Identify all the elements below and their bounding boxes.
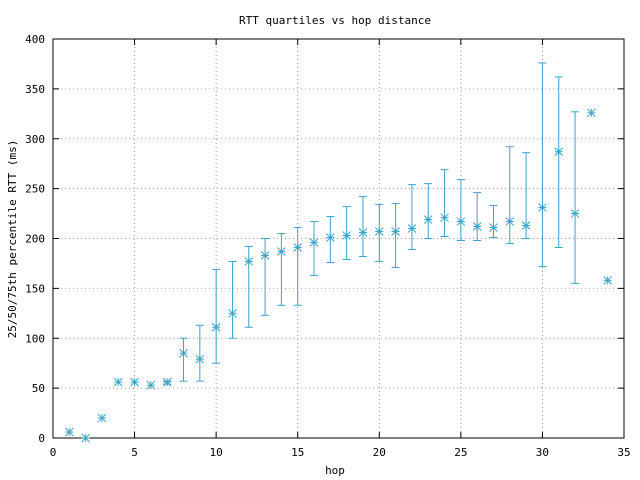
marker-stroke [472, 222, 482, 231]
data-point [179, 337, 188, 382]
marker-stroke [391, 227, 400, 236]
y-tick-labels: 0 50 100 150 200 250 300 350 400 [25, 33, 45, 445]
marker-stroke [228, 308, 237, 318]
data-point [64, 427, 74, 437]
marker-stroke [277, 247, 286, 256]
x-tick-label: 5 [131, 446, 138, 459]
data-point [358, 196, 368, 257]
y-tick-label: 200 [25, 233, 45, 246]
plot-border [52, 38, 625, 439]
data-point [97, 413, 107, 423]
marker-stroke [538, 203, 547, 212]
x-tick-label: 30 [536, 446, 549, 459]
marker-stroke [97, 413, 107, 423]
marker-stroke [423, 215, 433, 224]
data-point [472, 192, 482, 241]
marker-stroke [293, 243, 303, 252]
marker-stroke [603, 276, 613, 285]
marker-stroke [521, 221, 531, 230]
data-point [309, 221, 319, 276]
data-point [440, 169, 449, 238]
y-tick-label: 100 [25, 332, 45, 345]
y-tick-label: 350 [25, 83, 45, 96]
marker-stroke [342, 231, 352, 240]
grid-lines [53, 39, 624, 438]
y-axis-title: 25/50/75th percentile RTT (ms) [6, 140, 19, 339]
x-tick-labels: 0 5 10 15 20 25 30 35 [50, 446, 631, 459]
data-point [228, 260, 237, 339]
data-point [456, 179, 466, 241]
y-tick-label: 50 [32, 382, 45, 395]
data-point [342, 206, 352, 260]
marker-stroke [64, 427, 74, 437]
marker-stroke [440, 213, 449, 222]
marker-stroke [489, 223, 498, 232]
marker-stroke [146, 380, 156, 390]
x-tick-label: 35 [617, 446, 630, 459]
axis-ticks [52, 38, 625, 439]
x-tick-label: 20 [373, 446, 386, 459]
data-point [195, 324, 205, 382]
data-point [244, 245, 254, 328]
data-point [407, 184, 417, 250]
y-tick-label: 0 [38, 432, 45, 445]
marker-stroke [113, 377, 123, 387]
data-point [211, 268, 221, 364]
chart-title: RTT quartiles vs hop distance [239, 14, 431, 27]
y-tick-label: 250 [25, 183, 45, 196]
data-point [489, 205, 498, 239]
data-point [130, 377, 139, 387]
data-point [391, 203, 400, 268]
x-axis-title: hop [325, 464, 345, 477]
data-point [374, 204, 384, 262]
x-tick-label: 15 [291, 446, 304, 459]
data-point [325, 216, 335, 263]
data-point [603, 276, 613, 285]
data-point [538, 62, 547, 267]
marker-stroke [195, 354, 205, 364]
data-point [505, 146, 515, 244]
marker-stroke [162, 377, 172, 387]
marker-stroke [325, 233, 335, 242]
data-point [113, 377, 123, 387]
data-point [423, 183, 433, 239]
y-tick-label: 150 [25, 282, 45, 295]
data-point [587, 108, 596, 118]
marker-stroke [211, 322, 221, 332]
y-tick-label: 300 [25, 133, 45, 146]
marker-stroke [570, 209, 580, 218]
marker-stroke [456, 217, 466, 226]
data-point [570, 111, 580, 284]
x-tick-label: 25 [454, 446, 467, 459]
data-point [521, 152, 531, 239]
x-tick-label: 0 [50, 446, 57, 459]
data-point [162, 377, 172, 387]
marker-stroke [374, 227, 384, 236]
data-point [277, 233, 286, 306]
data-point [293, 227, 303, 306]
marker-stroke [358, 228, 368, 237]
marker-stroke [587, 108, 596, 118]
data-point [554, 76, 564, 248]
marker-stroke [244, 257, 254, 266]
marker-stroke [179, 348, 188, 358]
data-point [81, 433, 90, 443]
data-point [260, 238, 270, 316]
series-rtt-quartiles [64, 62, 613, 443]
x-tick-label: 10 [210, 446, 223, 459]
marker-stroke [309, 238, 319, 247]
marker-stroke [407, 224, 417, 233]
marker-stroke [554, 147, 564, 157]
marker-stroke [130, 377, 139, 387]
y-tick-label: 400 [25, 33, 45, 46]
marker-stroke [81, 433, 90, 443]
data-point [146, 380, 156, 390]
marker-stroke [260, 251, 270, 260]
marker-stroke [505, 217, 515, 226]
